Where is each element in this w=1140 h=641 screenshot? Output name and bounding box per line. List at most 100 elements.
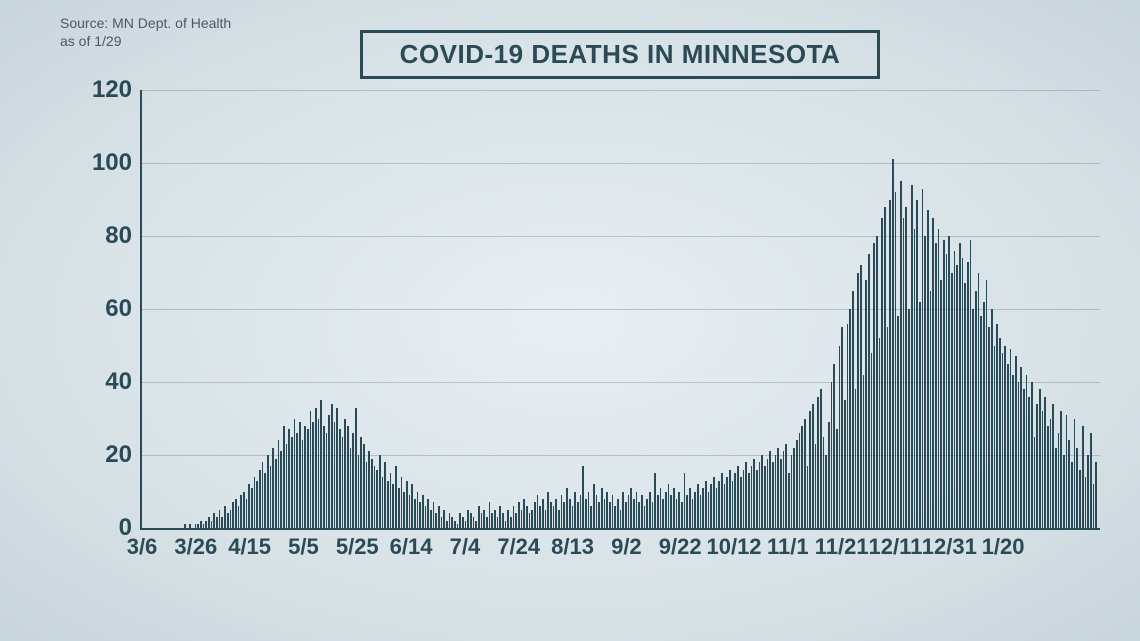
bar (948, 236, 950, 528)
bars-container (142, 90, 1100, 528)
bar (646, 499, 648, 528)
x-tick-label: 11/1 (767, 534, 809, 560)
bar (924, 236, 926, 528)
bar (577, 502, 579, 528)
x-tick-label: 7/4 (450, 534, 481, 560)
bar (1015, 356, 1017, 528)
bar (489, 502, 491, 528)
bar (860, 265, 862, 528)
bar (654, 473, 656, 528)
bar (278, 440, 280, 528)
bar (320, 400, 322, 528)
bar (422, 495, 424, 528)
bar (534, 502, 536, 528)
x-tick-label: 9/22 (659, 534, 702, 560)
bar (200, 521, 202, 528)
bar (240, 495, 242, 528)
bar (986, 280, 988, 528)
bar (996, 324, 998, 528)
bar (254, 477, 256, 528)
bar (702, 488, 704, 528)
bar (1079, 470, 1081, 528)
bar (395, 466, 397, 528)
bar (243, 492, 245, 528)
bar (930, 291, 932, 528)
bar (1071, 462, 1073, 528)
bar (836, 429, 838, 528)
bar (318, 419, 320, 529)
bar (419, 502, 421, 528)
bar (1039, 389, 1041, 528)
bar (630, 488, 632, 528)
y-tick-label: 80 (82, 222, 132, 250)
bar (510, 517, 512, 528)
bar (1012, 375, 1014, 528)
bar (1010, 349, 1012, 528)
bar (238, 506, 240, 528)
bar (855, 389, 857, 528)
bar (641, 495, 643, 528)
bar (751, 466, 753, 528)
bar (812, 404, 814, 528)
bar (916, 200, 918, 529)
y-tick-label: 100 (82, 149, 132, 177)
y-tick-label: 120 (82, 76, 132, 104)
bar (513, 506, 515, 528)
bar (555, 499, 557, 528)
bar (585, 499, 587, 528)
bar (849, 309, 851, 528)
bar (406, 481, 408, 528)
bar (390, 473, 392, 528)
y-tick-label: 20 (82, 441, 132, 469)
bar (844, 400, 846, 528)
bar (994, 346, 996, 529)
source-line-1: Source: MN Dept. of Health (60, 14, 231, 32)
bar (908, 309, 910, 528)
bar (713, 477, 715, 528)
bar (676, 499, 678, 528)
bar (272, 448, 274, 528)
bar (678, 492, 680, 528)
x-tick-label: 8/13 (551, 534, 594, 560)
bar (839, 346, 841, 529)
bar (1074, 419, 1076, 529)
bar (574, 492, 576, 528)
bar (310, 411, 312, 528)
bar (964, 283, 966, 528)
bar (280, 451, 282, 528)
bar (230, 510, 232, 528)
bar (462, 517, 464, 528)
bar (1007, 364, 1009, 528)
bar (331, 404, 333, 528)
bar (852, 291, 854, 528)
bar (558, 510, 560, 528)
bar (355, 408, 357, 528)
bar (1028, 397, 1030, 528)
bar (956, 265, 958, 528)
bar (943, 240, 945, 528)
bar (951, 273, 953, 529)
bar (756, 470, 758, 528)
x-tick-label: 5/5 (288, 534, 319, 560)
bar (865, 280, 867, 528)
bar (216, 517, 218, 528)
x-tick-label: 10/12 (706, 534, 761, 560)
bar (660, 488, 662, 528)
bar (694, 492, 696, 528)
bar (970, 240, 972, 528)
bar (283, 426, 285, 528)
bar (649, 492, 651, 528)
bar (601, 488, 603, 528)
bar (633, 499, 635, 528)
bar (582, 466, 584, 528)
bar (710, 484, 712, 528)
bar (470, 513, 472, 528)
bar (689, 488, 691, 528)
bar (625, 502, 627, 528)
bar (705, 481, 707, 528)
bar (833, 364, 835, 528)
bar (588, 492, 590, 528)
bar (563, 502, 565, 528)
bar (718, 481, 720, 528)
bar (342, 437, 344, 528)
